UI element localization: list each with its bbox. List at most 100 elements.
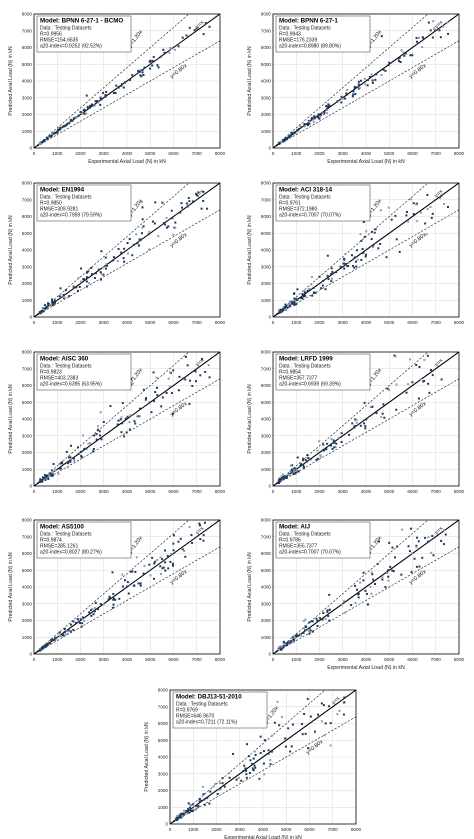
data-point [85, 285, 88, 288]
data-point [184, 355, 187, 358]
data-point [284, 737, 287, 740]
data-point [267, 752, 270, 755]
data-point [362, 579, 365, 582]
data-point [324, 447, 327, 450]
data-point [41, 307, 44, 310]
data-point [75, 117, 78, 120]
data-point [398, 60, 401, 63]
data-point [304, 294, 307, 297]
data-point [283, 138, 286, 141]
data-point [301, 293, 304, 296]
data-point [407, 220, 410, 223]
data-point [357, 80, 360, 83]
data-point [41, 308, 44, 311]
rmse-value: RMSE=372.1980 [279, 207, 317, 213]
data-point [302, 620, 305, 623]
data-point [90, 103, 93, 106]
data-point [183, 809, 186, 812]
data-point [182, 811, 185, 814]
data-point [119, 418, 122, 421]
data-point [138, 238, 141, 241]
data-point [129, 414, 132, 417]
data-point [325, 112, 328, 115]
data-point [315, 617, 318, 620]
data-point [66, 466, 69, 469]
data-point [180, 206, 183, 209]
x-tick-label: 1000 [52, 489, 63, 494]
data-point [312, 118, 315, 121]
data-point [360, 239, 363, 242]
line-y-0-80x [273, 546, 459, 654]
data-point [81, 622, 84, 625]
y-tick-label: 7000 [261, 197, 272, 202]
data-point [370, 230, 373, 233]
data-point [167, 225, 170, 228]
dataset-label: Data : Testing Datasets [40, 26, 92, 32]
data-point [85, 94, 88, 97]
data-point [312, 286, 315, 289]
data-point [202, 199, 205, 202]
data-point [184, 555, 187, 558]
data-point [284, 303, 287, 306]
data-point [125, 431, 128, 434]
data-point [182, 813, 185, 816]
data-point [328, 619, 331, 622]
data-point [77, 619, 80, 622]
data-point [312, 121, 315, 124]
data-point [363, 77, 366, 80]
data-point [143, 564, 146, 567]
data-point [307, 456, 310, 459]
data-point [118, 597, 121, 600]
data-point [152, 371, 155, 374]
model-info-box [275, 15, 371, 53]
data-point [51, 302, 54, 305]
x-tick-label: 5000 [145, 657, 156, 662]
data-point [321, 449, 324, 452]
data-point [288, 305, 291, 308]
data-point [290, 745, 293, 748]
data-point [328, 593, 331, 596]
y-tick-label: 7000 [22, 534, 33, 539]
data-point [204, 370, 207, 373]
data-point [391, 546, 394, 549]
data-point [167, 377, 170, 380]
x-tick-label: 4000 [361, 657, 372, 662]
data-point [295, 298, 298, 301]
data-point [407, 545, 410, 548]
label-y-x: y=x [434, 189, 445, 200]
data-point [54, 132, 57, 135]
data-point [142, 572, 145, 575]
data-point [128, 237, 131, 240]
data-point [284, 308, 287, 311]
data-point [200, 207, 203, 210]
data-point [47, 477, 50, 480]
r-value: R=0.9956 [40, 32, 62, 38]
data-point [400, 573, 403, 576]
data-point [161, 558, 164, 561]
x-tick-label: 1000 [52, 657, 63, 662]
data-point [317, 713, 320, 716]
data-point [335, 442, 338, 445]
data-point [428, 391, 431, 394]
data-point [52, 470, 55, 473]
data-point [329, 744, 332, 747]
data-point [324, 722, 327, 725]
data-point [303, 289, 306, 292]
y-tick-label: 2000 [22, 618, 33, 623]
data-point [154, 391, 157, 394]
data-point [289, 470, 292, 473]
data-point [43, 304, 46, 307]
scatter-panel: 0 1000 2000 3000 4000 5000 6000 7000 8000 0 1000 20… [8, 12, 226, 165]
data-point [430, 216, 433, 219]
data-point [299, 297, 302, 300]
data-point [163, 51, 166, 54]
data-point [85, 112, 88, 115]
x-tick-label: 8000 [215, 657, 226, 662]
data-point [172, 412, 175, 415]
data-point [48, 642, 51, 645]
model-info-box [275, 353, 371, 391]
data-point [365, 253, 368, 256]
data-point [195, 27, 198, 30]
data-point [99, 271, 102, 274]
data-point [290, 471, 293, 474]
